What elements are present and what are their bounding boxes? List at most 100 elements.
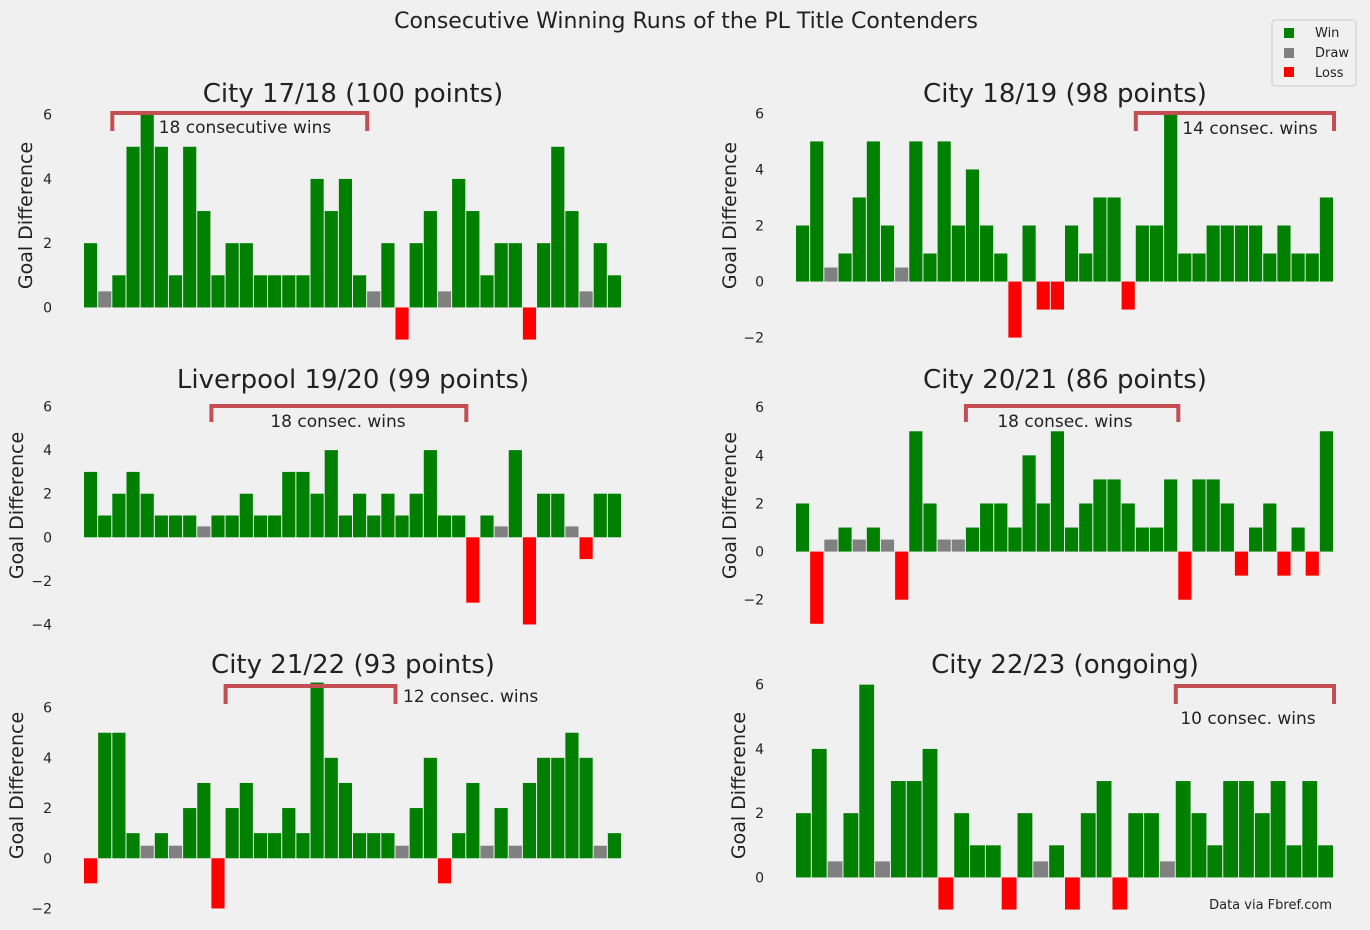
bar-match-22 xyxy=(381,833,395,859)
y-tick-label: 2 xyxy=(43,487,52,503)
bar-match-34 xyxy=(551,757,565,859)
bar-match-27 xyxy=(452,178,466,308)
bar-match-25 xyxy=(1135,527,1149,552)
bar-match-7 xyxy=(890,781,906,878)
bar-match-15 xyxy=(282,808,296,859)
bar-match-7 xyxy=(168,515,183,538)
bar-match-29 xyxy=(480,845,494,859)
bar-match-12 xyxy=(239,782,253,859)
y-axis-label: Goal Difference xyxy=(6,712,28,859)
bar-match-10 xyxy=(211,515,225,538)
bar-match-24 xyxy=(1159,861,1175,878)
bar-match-32 xyxy=(522,782,537,859)
y-tick-label: 2 xyxy=(43,236,52,252)
y-tick-label: 0 xyxy=(43,851,52,867)
bar-match-13 xyxy=(253,833,268,859)
bar-match-14 xyxy=(1001,877,1017,910)
y-tick-label: 4 xyxy=(755,742,764,758)
bar-match-38 xyxy=(1319,431,1333,552)
bar-match-30 xyxy=(494,526,508,538)
bar-match-4 xyxy=(843,813,859,878)
legend-swatch-draw xyxy=(1284,48,1294,58)
y-tick-label: 0 xyxy=(755,545,764,561)
y-tick-label: 0 xyxy=(755,275,764,291)
bar-match-33 xyxy=(537,757,551,859)
bar-match-27 xyxy=(452,833,466,859)
y-tick-label: 0 xyxy=(43,530,52,546)
bar-match-4 xyxy=(126,833,140,859)
bar-match-2 xyxy=(811,748,827,878)
winning-run-annotation: 18 consec. wins xyxy=(997,412,1132,432)
bar-match-24 xyxy=(409,808,423,859)
bar-match-13 xyxy=(985,845,1001,878)
bar-match-3 xyxy=(827,861,843,878)
bar-match-6 xyxy=(875,861,890,878)
bar-match-14 xyxy=(980,225,994,282)
bar-match-22 xyxy=(381,493,395,538)
y-tick-label: 0 xyxy=(755,870,764,886)
bar-match-14 xyxy=(980,503,994,552)
bar-match-34 xyxy=(551,146,565,308)
y-tick-label: 6 xyxy=(43,701,52,717)
bar-match-18 xyxy=(324,757,338,859)
bar-match-17 xyxy=(1022,455,1036,552)
bar-match-34 xyxy=(1318,845,1333,878)
chart-title: City 21/22 (93 points) xyxy=(211,650,495,680)
bar-match-8 xyxy=(895,267,909,282)
bar-match-26 xyxy=(1191,813,1207,878)
bar-match-4 xyxy=(126,471,140,538)
chart-title: City 18/19 (98 points) xyxy=(923,79,1207,109)
bar-match-28 xyxy=(466,537,480,603)
bar-match-11 xyxy=(954,813,970,878)
bar-match-35 xyxy=(565,732,579,859)
bar-match-36 xyxy=(579,757,593,859)
bar-match-36 xyxy=(579,537,593,560)
bar-match-37 xyxy=(593,845,607,859)
y-axis-label: Goal Difference xyxy=(15,142,37,289)
bar-match-7 xyxy=(880,225,895,282)
bar-match-14 xyxy=(268,275,282,308)
bar-match-28 xyxy=(466,782,480,859)
bar-match-29 xyxy=(1239,781,1254,878)
bar-match-5 xyxy=(140,114,154,308)
bar-match-26 xyxy=(437,858,452,884)
chart-panel-1: City 17/18 (100 points) Goal Difference 0 2… xyxy=(15,79,621,340)
bar-match-10 xyxy=(923,253,937,282)
bar-match-5 xyxy=(852,197,866,282)
bar-match-6 xyxy=(866,527,880,552)
bar-match-36 xyxy=(579,291,593,308)
bar-match-25 xyxy=(423,211,437,308)
bar-match-2 xyxy=(98,515,112,538)
bar-match-21 xyxy=(367,291,381,308)
legend-label-draw: Draw xyxy=(1315,46,1349,61)
bar-match-21 xyxy=(1079,253,1093,282)
bar-match-30 xyxy=(494,243,508,308)
bar-match-35 xyxy=(565,526,579,538)
bar-match-8 xyxy=(906,781,922,878)
bar-match-8 xyxy=(183,808,197,859)
bar-match-7 xyxy=(168,845,183,859)
bar-match-25 xyxy=(423,757,437,859)
bar-match-10 xyxy=(938,877,954,910)
y-tick-label: 6 xyxy=(43,400,52,416)
bar-match-3 xyxy=(112,493,126,538)
bar-match-28 xyxy=(1178,253,1192,282)
bar-match-23 xyxy=(1107,479,1121,552)
bar-match-1 xyxy=(84,243,98,308)
chart-panel-5: City 21/22 (93 points) Goal Difference −2 0… xyxy=(6,650,621,917)
bar-match-24 xyxy=(1121,503,1135,552)
chart-title: City 20/21 (86 points) xyxy=(923,365,1207,395)
bar-match-16 xyxy=(1008,281,1022,338)
bar-match-9 xyxy=(197,526,211,538)
bar-match-31 xyxy=(1220,503,1234,552)
bar-match-24 xyxy=(409,243,423,308)
bar-match-1 xyxy=(84,858,98,884)
bar-match-38 xyxy=(607,833,621,859)
bar-match-32 xyxy=(522,537,537,625)
bar-match-26 xyxy=(437,515,452,538)
legend-swatch-win xyxy=(1284,28,1294,38)
bar-match-11 xyxy=(225,515,239,538)
y-tick-label: 6 xyxy=(755,400,764,416)
chart-panel-6: City 22/23 (ongoing) Goal Difference 0 2 4 6 1… xyxy=(728,650,1336,910)
y-axis-label: Goal Difference xyxy=(6,432,28,579)
